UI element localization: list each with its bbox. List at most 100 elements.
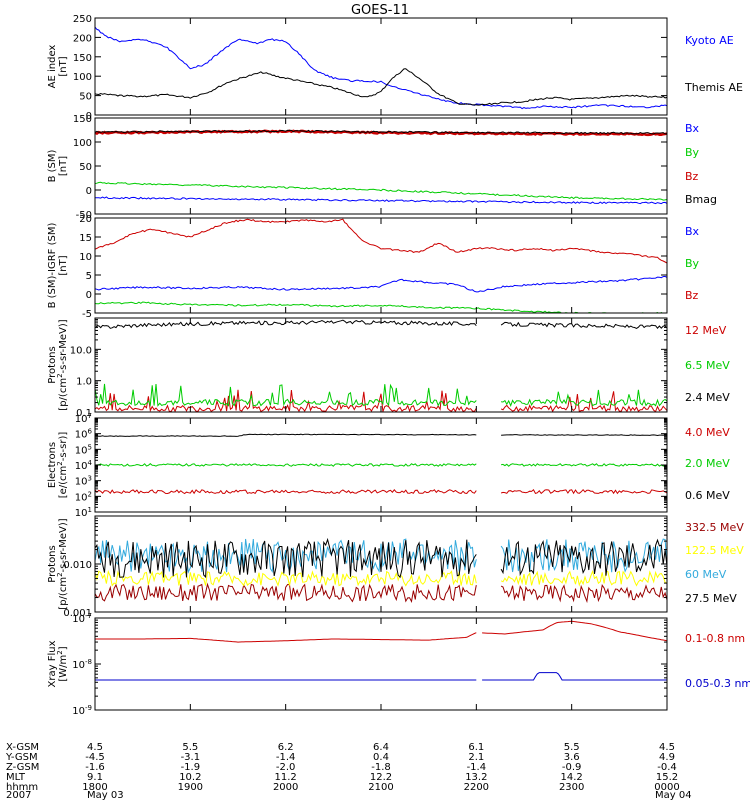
y-tick-label: 0.010 [63, 560, 92, 571]
row-label-y-gsm: Y-GSM [5, 752, 38, 763]
axis-value: -1.6 [85, 762, 105, 773]
axis-value: 6.1 [468, 742, 484, 753]
y-tick-label: 50 [79, 162, 92, 173]
y-tick-label: 10 [79, 252, 92, 263]
y-tick-label: 1.0 [76, 377, 92, 388]
axis-value: -1.4 [467, 762, 487, 773]
axis-value: 2300 [559, 782, 584, 793]
y-axis-label: Electrons [47, 442, 58, 488]
panel-6: 0.001 0.010 Protons[p/(cm2-s-sr-MeV)] 332.5… [47, 515, 744, 619]
legend-bx: Bx [685, 225, 700, 238]
panel-frame [94, 617, 668, 711]
series-0-05-0-3-nm-line [95, 672, 667, 681]
series-332-5-mev-line [95, 582, 667, 604]
legend-themis-ae: Themis AE [684, 81, 743, 94]
legend-332-5-mev: 332.5 MeV [685, 521, 744, 534]
y-axis-label: B (SM)-IGRF (SM) [47, 223, 58, 309]
y-tick-label: 106 [75, 428, 93, 441]
y-tick-label: 100 [73, 138, 92, 149]
series-122-5-mev-line [95, 569, 667, 587]
axis-value: 13.2 [465, 772, 487, 783]
series-bx-line [95, 196, 667, 205]
y-tick-label: 50 [79, 92, 92, 103]
panel-frame [94, 17, 668, 116]
axis-value: -3.1 [181, 752, 201, 763]
y-tick-label: 103 [75, 475, 92, 488]
y-axis-label: AE index [47, 45, 58, 89]
axis-value: 6.4 [373, 742, 389, 753]
axis-value: 6.2 [278, 742, 294, 753]
axis-value: 4.5 [87, 742, 103, 753]
series-by-line [95, 181, 667, 201]
y-tick-label: 100 [73, 72, 92, 83]
axis-value: 14.2 [561, 772, 583, 783]
series-themis-ae-line [95, 68, 667, 106]
axis-value: 2200 [464, 782, 489, 793]
y-tick-label: 10-7 [72, 612, 92, 625]
y-axis-label: Protons [47, 545, 58, 582]
axis-value: 11.2 [275, 772, 297, 783]
y-axis-label: Xray Flux [47, 640, 58, 687]
y-axis-units: [p/(cm2-s-sr-MeV)] [56, 518, 69, 609]
axis-value: 12.2 [370, 772, 392, 783]
y-axis-units: [nT] [58, 156, 69, 176]
y-tick-label: 250 [73, 14, 92, 25]
y-tick-label: -50 [76, 210, 92, 221]
y-tick-label: 0 [86, 111, 92, 122]
series-4-0-mev-line [95, 488, 667, 495]
axis-value: 0000 [654, 782, 679, 793]
y-tick-label: 0 [86, 290, 92, 301]
y-tick-label: 10-9 [72, 704, 92, 717]
series-kyoto-ae-line [95, 26, 667, 110]
panel-4: 0.1 1.0 10.0 Protons[p/(cm2-s-sr-MeV)] 12 Me… [47, 317, 730, 419]
panel-1: 0 50 100 150 200 250 AE index [nT] Kyoto AE Themi… [47, 14, 743, 122]
legend-kyoto-ae: Kyoto AE [685, 34, 734, 47]
axis-value: 5.5 [182, 742, 198, 753]
y-tick-label: 15 [79, 233, 92, 244]
axis-value: -0.9 [562, 762, 582, 773]
legend-2-4-mev: 2.4 MeV [685, 391, 730, 404]
y-tick-label: 10-8 [72, 658, 92, 671]
series-bmag-line [95, 129, 667, 135]
series-0-6-mev-line [95, 433, 667, 437]
legend-bz: Bz [685, 289, 699, 302]
date-end: May 04 [655, 790, 692, 800]
axis-value: 4.9 [659, 752, 675, 763]
y-tick-label: 5 [86, 271, 92, 282]
y-axis-units: [nT] [58, 56, 69, 76]
y-tick-label: 101 [75, 506, 92, 519]
series-2-0-mev-line [95, 463, 667, 467]
date-start: May 03 [87, 790, 124, 800]
series-6-5-mev-line [95, 383, 667, 407]
panel-frame [94, 217, 668, 314]
legend-by: By [685, 146, 700, 159]
axis-value: -1.4 [276, 752, 296, 763]
axis-value: -2.0 [276, 762, 296, 773]
y-axis-units: [p/(cm2-s-sr-MeV)] [56, 319, 69, 410]
y-axis-units: [W/m2] [56, 646, 69, 681]
legend-bmag: Bmag [685, 193, 717, 206]
legend-27-5-mev: 27.5 MeV [685, 592, 737, 605]
y-axis-label: B (SM) [47, 149, 58, 182]
axis-value: 10.2 [179, 772, 201, 783]
axis-value: 1900 [178, 782, 203, 793]
legend-2-0-mev: 2.0 MeV [685, 457, 730, 470]
axis-value: 1800 [82, 782, 107, 793]
y-tick-label: 10.0 [70, 345, 92, 356]
legend-by: By [685, 257, 700, 270]
legend-0-05-0-3-nm: 0.05-0.3 nm [685, 677, 750, 690]
y-tick-label: 0 [86, 186, 92, 197]
axis-value: 9.1 [87, 772, 103, 783]
y-tick-label: -5 [82, 309, 92, 320]
series-bx-line [95, 275, 667, 293]
y-tick-label: 0.1 [76, 408, 92, 419]
axis-value: 4.5 [659, 742, 675, 753]
axis-value: 0.4 [373, 752, 389, 763]
y-tick-label: 107 [75, 412, 92, 425]
legend-60-mev: 60 MeV [685, 568, 727, 581]
y-tick-label: 20 [79, 214, 92, 225]
legend-bx: Bx [685, 122, 700, 135]
axis-value: 15.2 [656, 772, 678, 783]
legend-0-1-0-8-nm: 0.1-0.8 nm [685, 632, 745, 645]
